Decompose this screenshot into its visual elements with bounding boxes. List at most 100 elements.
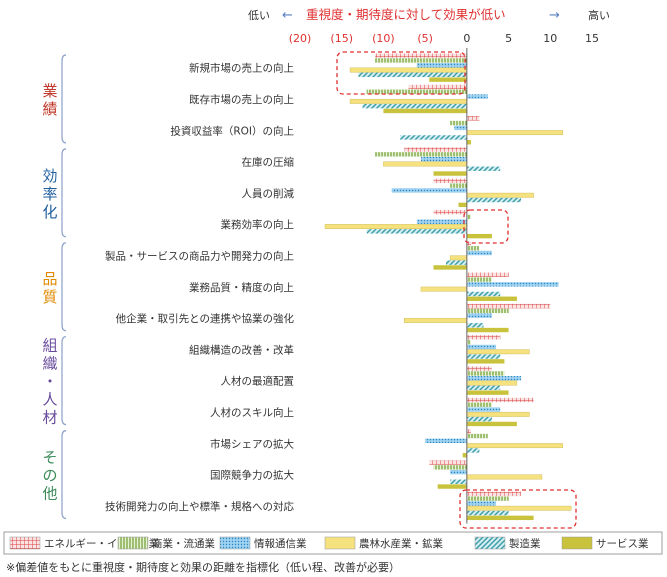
bar <box>466 214 472 220</box>
bar <box>433 265 467 270</box>
bar <box>358 72 467 78</box>
category-label: 業務効率の向上 <box>221 218 295 231</box>
bar <box>454 125 467 131</box>
bar <box>466 491 522 497</box>
bar <box>404 318 468 323</box>
header-high: 高い <box>588 8 610 22</box>
bar <box>433 465 467 470</box>
bar <box>349 98 468 104</box>
bar <box>466 359 505 364</box>
bar <box>450 183 467 188</box>
bar <box>366 89 467 94</box>
x-tick-label: (15) <box>330 32 353 45</box>
bar <box>450 120 467 126</box>
x-tick-label: (5) <box>417 32 433 45</box>
bar <box>383 161 468 167</box>
bar <box>400 135 467 140</box>
bar <box>466 192 534 198</box>
bar <box>433 178 467 184</box>
bars <box>324 53 572 521</box>
bar <box>466 385 501 391</box>
category-label: 業務品質・精度の向上 <box>189 281 294 294</box>
bar <box>466 241 472 246</box>
bar <box>466 380 518 386</box>
bar <box>466 397 534 403</box>
category-label: 既存市場の売上の向上 <box>189 93 294 106</box>
legend-label: 商業・流通業 <box>152 537 215 550</box>
group-bracket <box>61 336 67 426</box>
legend-swatch <box>474 536 506 550</box>
bar <box>466 166 501 171</box>
category-label: 在庫の圧縮 <box>242 156 295 169</box>
bar <box>429 460 467 465</box>
header-right-arrow: → <box>549 8 560 23</box>
bar <box>429 77 467 82</box>
bar <box>466 296 517 301</box>
bar <box>375 53 467 58</box>
bar <box>466 282 559 287</box>
bar <box>466 354 501 359</box>
bar <box>466 496 509 501</box>
group-label: その他 <box>42 449 57 503</box>
group-bracket <box>61 242 67 332</box>
bar <box>466 250 492 256</box>
group-bracket <box>61 54 67 144</box>
bar <box>466 443 564 449</box>
bar <box>349 67 468 73</box>
x-axis-ticks: (20) (15) (10) (5) 0 5 10 15 <box>289 32 599 45</box>
footnote: ※偏差値をもとに重視度・期待度と効果の距離を指標化（低い程、改善が必要） <box>6 560 400 574</box>
header-left-arrow: ← <box>282 8 293 23</box>
bar <box>466 407 501 412</box>
bar <box>466 349 530 355</box>
category-label: 人材のスキル向上 <box>210 406 294 419</box>
bar <box>408 84 467 90</box>
bar <box>466 277 492 282</box>
x-tick-label: (20) <box>289 32 312 45</box>
bar <box>416 63 467 68</box>
bar <box>433 209 467 215</box>
x-tick-label: 10 <box>543 32 557 45</box>
bar <box>466 421 517 427</box>
bar <box>383 108 467 114</box>
bar <box>437 484 467 489</box>
bar <box>466 474 543 480</box>
highlight-box-efficiency <box>463 209 509 244</box>
bar <box>466 416 492 422</box>
category-label: 他企業・取引先との連携や協業の強化 <box>116 312 295 325</box>
bar <box>466 411 530 417</box>
bar <box>466 233 492 239</box>
x-tick-label: 15 <box>585 32 599 45</box>
category-label: 人員の削減 <box>242 187 295 200</box>
bar <box>466 371 505 376</box>
bar <box>466 246 480 251</box>
bar <box>466 505 572 511</box>
bar <box>466 197 522 203</box>
bar <box>466 327 509 333</box>
bar <box>462 453 467 458</box>
bar <box>466 402 492 407</box>
bar <box>362 103 467 109</box>
category-label: 組織構造の改善・改革 <box>189 343 294 356</box>
group-bracket <box>61 430 67 520</box>
x-tick-label: 0 <box>463 32 470 45</box>
bar <box>366 229 467 234</box>
bar <box>466 429 472 434</box>
bar <box>420 286 468 292</box>
group-label: 効率化 <box>42 167 57 221</box>
legend-swatch <box>561 536 593 550</box>
legend-swatch <box>117 536 149 550</box>
bar <box>404 147 467 152</box>
highlight-box-tech <box>459 489 577 529</box>
bar <box>375 152 467 157</box>
bar <box>416 219 467 224</box>
bar <box>466 448 480 453</box>
bar <box>449 255 468 261</box>
bar <box>466 339 472 345</box>
legend-label: 農林水産業・鉱業 <box>359 537 443 550</box>
bar <box>466 510 509 516</box>
bar <box>466 272 509 277</box>
group-label: 組織・人材 <box>42 337 57 427</box>
bar <box>450 479 467 484</box>
bar <box>466 303 551 309</box>
